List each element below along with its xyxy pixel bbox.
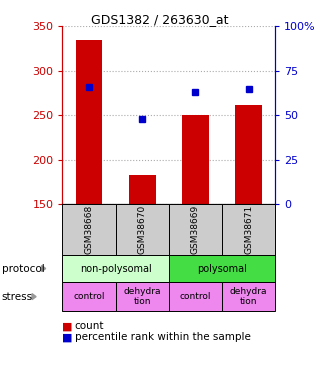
Text: control: control xyxy=(180,292,211,301)
Text: dehydra
tion: dehydra tion xyxy=(230,287,267,306)
Text: stress: stress xyxy=(2,292,33,302)
Text: ■: ■ xyxy=(62,321,73,331)
Text: percentile rank within the sample: percentile rank within the sample xyxy=(75,333,251,342)
Text: control: control xyxy=(73,292,105,301)
Text: dehydra
tion: dehydra tion xyxy=(124,287,161,306)
Text: GSM38671: GSM38671 xyxy=(244,205,253,254)
Text: GSM38668: GSM38668 xyxy=(84,205,93,254)
Bar xyxy=(129,175,156,204)
Text: polysomal: polysomal xyxy=(197,264,247,273)
Bar xyxy=(182,116,209,204)
Text: GSM38670: GSM38670 xyxy=(138,205,147,254)
Text: GSM38669: GSM38669 xyxy=(191,205,200,254)
Bar xyxy=(76,40,102,204)
Bar xyxy=(235,105,262,204)
Text: ■: ■ xyxy=(62,333,73,342)
Text: non-polysomal: non-polysomal xyxy=(80,264,151,273)
Text: count: count xyxy=(75,321,104,331)
Text: GDS1382 / 263630_at: GDS1382 / 263630_at xyxy=(91,13,229,26)
Text: protocol: protocol xyxy=(2,264,44,273)
